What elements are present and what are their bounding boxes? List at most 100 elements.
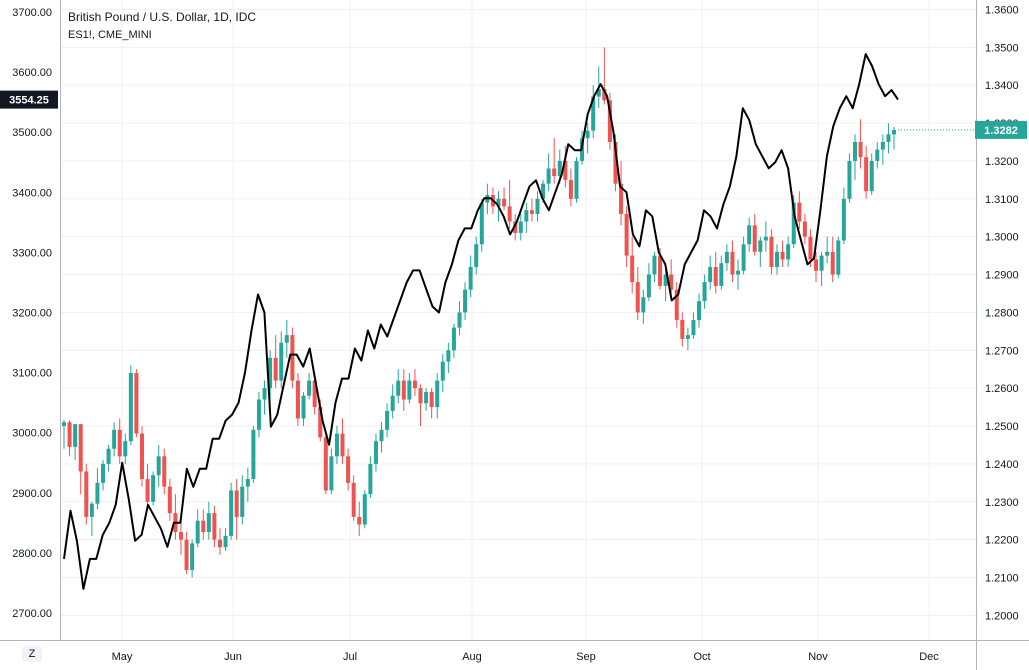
candle-body [758, 240, 763, 252]
right-tick-label: 1.3500 [985, 42, 1019, 54]
candle-body [357, 516, 362, 525]
candle-body [574, 160, 579, 199]
month-tick-label: Nov [808, 651, 828, 663]
candlestick-series [62, 47, 896, 578]
candle-body [162, 456, 167, 487]
candle-body [95, 482, 100, 504]
candle-body [318, 407, 323, 438]
candle-body [451, 327, 456, 351]
left-tick-label: 3500.00 [12, 127, 52, 139]
left-tick-label: 3100.00 [12, 368, 52, 380]
candle-body [73, 424, 78, 447]
candle-body [524, 210, 529, 222]
candle-body [373, 441, 378, 464]
candle-body [780, 251, 785, 260]
candle-body [596, 88, 601, 97]
candle-body [145, 479, 150, 502]
candle-body [67, 422, 72, 447]
candle-body [457, 312, 462, 328]
right-tick-label: 1.2400 [985, 459, 1019, 471]
candle-body [440, 361, 445, 381]
candle-body [223, 535, 228, 548]
candle-body [674, 289, 679, 320]
candle-body [106, 448, 111, 464]
candle-body [479, 202, 484, 245]
candle-body [541, 183, 546, 199]
left-tick-label: 3200.00 [12, 307, 52, 319]
candle-body [351, 482, 356, 517]
candle-body [229, 490, 234, 536]
candle-body [864, 157, 869, 192]
candle-body [786, 244, 791, 260]
candle-body [329, 456, 334, 491]
price-last-value-label: 1.3282 [984, 125, 1018, 137]
candle-body [312, 380, 317, 408]
candle-body [390, 395, 395, 411]
candle-body [847, 160, 852, 199]
candle-body [808, 236, 813, 260]
candle-body [624, 213, 629, 256]
candle-body [240, 486, 245, 517]
candle-body [100, 463, 105, 483]
right-tick-label: 1.2500 [985, 421, 1019, 433]
candle-body [340, 433, 345, 457]
candle-body [552, 168, 557, 177]
candle-body [535, 198, 540, 214]
candle-body [268, 357, 273, 389]
candle-body [791, 202, 796, 245]
candle-body [78, 424, 83, 472]
es-last-value-label: 3554.25 [9, 95, 49, 107]
candle-body [724, 251, 729, 264]
axis-mode-button[interactable]: Z [22, 646, 42, 662]
candle-body [529, 210, 534, 214]
candle-body [691, 320, 696, 336]
month-tick-label: Oct [693, 651, 710, 663]
candle-body [429, 391, 434, 408]
month-tick-label: Jul [343, 651, 357, 663]
candle-body [546, 168, 551, 184]
right-tick-label: 1.3000 [985, 232, 1019, 244]
left-tick-label: 3400.00 [12, 187, 52, 199]
candle-body [206, 513, 211, 533]
candle-body [825, 251, 830, 256]
candle-body [602, 88, 607, 101]
candle-body [123, 441, 128, 457]
candle-body [134, 373, 139, 434]
candle-body [802, 221, 807, 237]
left-tick-label: 2900.00 [12, 488, 52, 500]
candle-body [635, 282, 640, 313]
candle-body [875, 149, 880, 161]
month-tick-label: May [112, 651, 133, 663]
candle-body [697, 301, 702, 320]
candle-body [669, 274, 674, 290]
candle-body [84, 471, 89, 517]
candle-body [117, 429, 122, 457]
candle-body [167, 486, 172, 514]
candle-body [295, 380, 300, 419]
candle-body [830, 251, 835, 275]
right-tick-label: 1.3400 [985, 80, 1019, 92]
candle-body [518, 221, 523, 233]
month-tick-label: Jun [224, 651, 242, 663]
candle-body [557, 160, 562, 177]
candle-body [128, 373, 133, 442]
candle-body [752, 225, 757, 252]
candle-body [685, 335, 690, 339]
chart-title: British Pound / U.S. Dollar, 1D, IDC [68, 10, 257, 24]
candle-body [368, 463, 373, 495]
candle-body [251, 429, 256, 480]
candle-body [775, 251, 780, 267]
candle-body [819, 255, 824, 271]
candle-body [658, 255, 663, 286]
left-tick-label: 3300.00 [12, 247, 52, 259]
candle-body [273, 357, 278, 381]
right-tick-label: 1.2600 [985, 383, 1019, 395]
candle-body [435, 380, 440, 408]
left-tick-label: 3000.00 [12, 428, 52, 440]
candle-body [708, 266, 713, 283]
candle-body [892, 129, 896, 135]
candle-body [201, 520, 206, 533]
left-tick-label: 2700.00 [12, 608, 52, 620]
